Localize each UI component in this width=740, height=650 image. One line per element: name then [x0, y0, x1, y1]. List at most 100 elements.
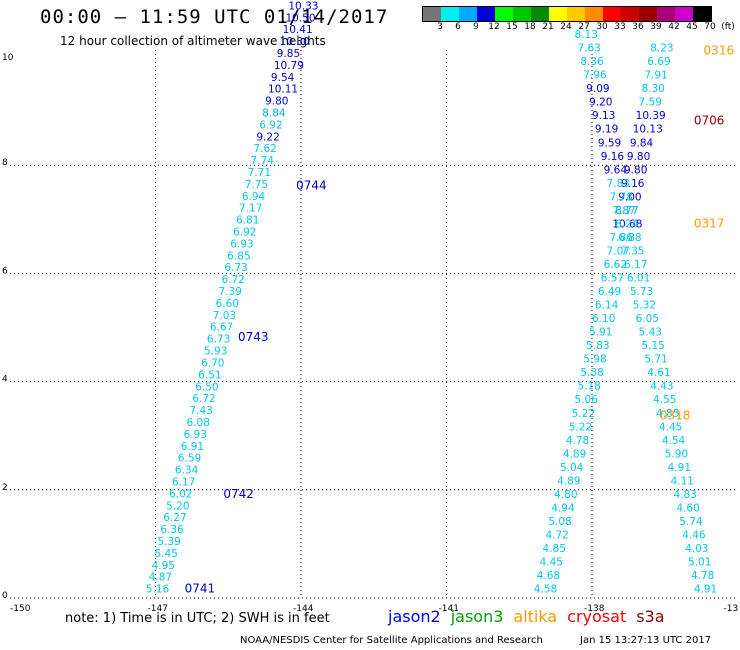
- wave-height-value: 9.16: [601, 151, 625, 163]
- wave-height-value: 6.36: [160, 524, 184, 536]
- credit-line: NOAA/NESDIS Center for Satellite Applica…: [240, 635, 543, 646]
- satellite-legend-item: jason3: [450, 607, 504, 626]
- wave-height-value: 6.92: [233, 227, 256, 239]
- pass-time-label: 0318: [660, 408, 691, 422]
- legend-tick-label: 42: [668, 22, 680, 32]
- wave-height-value: 5.91: [589, 327, 612, 339]
- color-legend-bar: [422, 6, 712, 22]
- y-tick-label: 10: [2, 53, 14, 63]
- satellite-legend: jason2 jason3 altika cryosat s3a: [388, 607, 675, 626]
- wave-height-value: 6.57: [601, 273, 624, 285]
- wave-height-value: 9.20: [589, 97, 612, 109]
- page-title: 00:00 – 11:59 UTC 01/14/2017: [40, 6, 389, 28]
- wave-height-value: 6.62: [604, 259, 627, 271]
- legend-swatch: [549, 7, 567, 21]
- wave-height-value: 9.22: [256, 131, 279, 143]
- wave-height-value: 7.87: [612, 205, 635, 217]
- legend-swatch: [459, 7, 477, 21]
- wave-height-value: 7.86: [609, 232, 633, 244]
- legend-tick-label: 15: [506, 22, 518, 32]
- legend-swatch: [423, 7, 441, 21]
- satellite-legend-item: cryosat: [567, 607, 627, 626]
- wave-height-value: 5.01: [688, 557, 711, 569]
- wave-height-value: 9.80: [624, 164, 647, 176]
- wave-height-value: 10.68: [612, 218, 642, 230]
- wave-height-value: 5.45: [155, 548, 178, 560]
- legend-tick-label: 18: [524, 22, 536, 32]
- wave-height-value: 4.78: [691, 570, 714, 582]
- wave-height-value: 10.79: [274, 60, 304, 72]
- wave-height-value: 7.71: [248, 167, 271, 179]
- wave-height-value: 5.90: [665, 448, 688, 460]
- x-tick-label: -13: [724, 604, 739, 614]
- wave-height-value: 7.74: [251, 155, 275, 167]
- wave-height-value: 5.98: [583, 354, 606, 366]
- wave-height-value: 7.17: [239, 203, 262, 215]
- wave-height-value: 5.74: [679, 516, 703, 528]
- legend-tick-label: 45: [686, 22, 698, 32]
- wave-height-value: 4.54: [662, 435, 686, 447]
- wave-height-value: 9.80: [627, 151, 650, 163]
- satellite-legend-item: s3a: [636, 607, 665, 626]
- wave-height-value: 6.27: [163, 512, 186, 524]
- wave-height-value: 6.85: [227, 250, 250, 262]
- wave-height-value: 7.59: [639, 97, 662, 109]
- wave-height-value: 4.03: [685, 543, 708, 555]
- legend-tick-label: 30: [596, 22, 608, 32]
- pass-time-label: 0741: [185, 582, 216, 596]
- satellite-legend-item: jason2: [388, 607, 441, 626]
- wave-height-value: 10.50: [285, 12, 315, 24]
- legend-tick-label: 24: [560, 22, 572, 32]
- wave-height-value: 9.59: [598, 137, 621, 149]
- y-tick-label: 2: [2, 483, 8, 493]
- legend-swatch: [441, 7, 459, 21]
- wave-height-value: 5.20: [166, 500, 189, 512]
- wave-height-value: 5.83: [586, 340, 609, 352]
- wave-height-value: 5.22: [569, 421, 592, 433]
- wave-height-value: 10.30: [280, 36, 310, 48]
- pass-time-label: 0744: [296, 179, 327, 193]
- wave-height-value: 7.75: [245, 179, 268, 191]
- y-tick-label: 6: [2, 266, 8, 276]
- wave-height-value: 7.43: [189, 405, 212, 417]
- wave-height-value: 8.84: [262, 108, 286, 120]
- wave-height-value: 4.45: [659, 421, 682, 433]
- wave-height-value: 5.16: [146, 584, 170, 596]
- wave-height-value: 6.92: [259, 119, 282, 131]
- legend-tick-label: (ft): [721, 22, 735, 32]
- wave-height-value: 5.15: [641, 340, 664, 352]
- wave-height-value: 6.67: [210, 322, 233, 334]
- wave-height-value: 9.64: [604, 164, 628, 176]
- wave-height-value: 10.11: [268, 84, 298, 96]
- wave-height-value: 10.39: [636, 110, 666, 122]
- wave-height-value: 4.45: [540, 557, 563, 569]
- wave-height-value: 7.39: [219, 286, 242, 298]
- wave-height-value: 8.30: [641, 83, 664, 95]
- wave-height-value: 9.54: [271, 72, 295, 84]
- wave-height-value: 7.03: [213, 310, 236, 322]
- wave-height-value: 10.41: [283, 24, 313, 36]
- x-tick-label: -150: [10, 604, 31, 614]
- wave-height-value: 5.08: [548, 516, 571, 528]
- legend-tick-label: 6: [455, 22, 461, 32]
- wave-height-value: 8.23: [650, 43, 673, 55]
- legend-tick-label: 39: [650, 22, 662, 32]
- wave-height-value: 6.91: [181, 441, 204, 453]
- pass-time-labels: 0741074207430744031607060317070503180704…: [185, 43, 734, 596]
- wave-height-value: 9.16: [621, 178, 645, 190]
- wave-height-value: 4.91: [694, 584, 717, 596]
- wave-height-value: 9.19: [595, 124, 618, 136]
- wave-height-value: 9.09: [586, 83, 609, 95]
- wave-height-value: 4.46: [682, 529, 706, 541]
- wave-height-value: 6.05: [636, 313, 659, 325]
- wave-height-value: 5.71: [644, 354, 667, 366]
- wave-height-value: 7.07: [607, 245, 630, 257]
- wave-height-value: 6.60: [216, 298, 239, 310]
- legend-swatch: [495, 7, 513, 21]
- wave-height-value: 10.13: [633, 124, 663, 136]
- wave-height-value: 8.13: [575, 29, 598, 41]
- wave-height-value: 4.11: [671, 475, 694, 487]
- wave-height-value: 6.73: [207, 334, 230, 346]
- legend-tick-label: 36: [632, 22, 644, 32]
